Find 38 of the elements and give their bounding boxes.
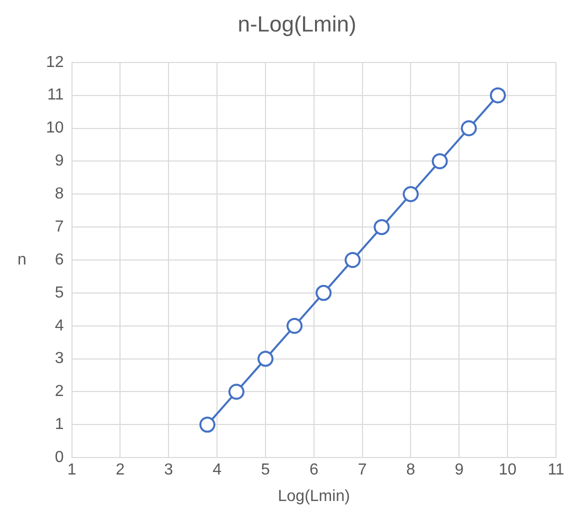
- point: [344, 252, 361, 268]
- point: [490, 87, 506, 104]
- y-tick-label: 11: [47, 86, 64, 104]
- point: [432, 153, 448, 170]
- x-tick-label: 9: [454, 462, 464, 479]
- point: [460, 120, 477, 136]
- y-tick-label: 8: [54, 186, 64, 203]
- point: [228, 384, 244, 400]
- x-tick-label: 10: [498, 462, 517, 479]
- y-tick-label: 10: [46, 120, 64, 137]
- x-tick-label: 7: [358, 462, 367, 479]
- y-tick-label: 0: [54, 449, 64, 466]
- x-tick-label: 4: [212, 462, 222, 479]
- y-tick-label: 4: [54, 317, 64, 334]
- point: [257, 350, 274, 367]
- point: [286, 318, 303, 334]
- y-tick-label: 3: [54, 350, 64, 368]
- x-tick-label: 5: [261, 462, 270, 479]
- y-tick-label: 6: [54, 251, 64, 268]
- y-tick-label: 1: [54, 416, 64, 434]
- x-tick-label: 6: [309, 462, 318, 479]
- y-tick-label: 7: [54, 218, 64, 236]
- x-tick-label: 3: [164, 462, 174, 479]
- point: [316, 284, 332, 301]
- x-tick-label: 1: [67, 462, 76, 479]
- y-tick-label: 2: [54, 383, 64, 400]
- y-tick-label: 12: [46, 54, 64, 71]
- y-axis-title: n: [18, 251, 26, 268]
- x-tick-label: 2: [116, 462, 125, 479]
- point: [374, 219, 390, 236]
- x-tick-label: 11: [548, 462, 564, 479]
- x-tick-label: 8: [406, 462, 416, 479]
- point: [402, 186, 419, 202]
- y-tick-label: 5: [54, 284, 64, 302]
- point: [199, 416, 216, 433]
- y-tick-label: 9: [54, 152, 64, 170]
- chart-title: n-Log(Lmin): [238, 11, 356, 36]
- x-axis-title: Log(Lmin): [278, 488, 350, 505]
